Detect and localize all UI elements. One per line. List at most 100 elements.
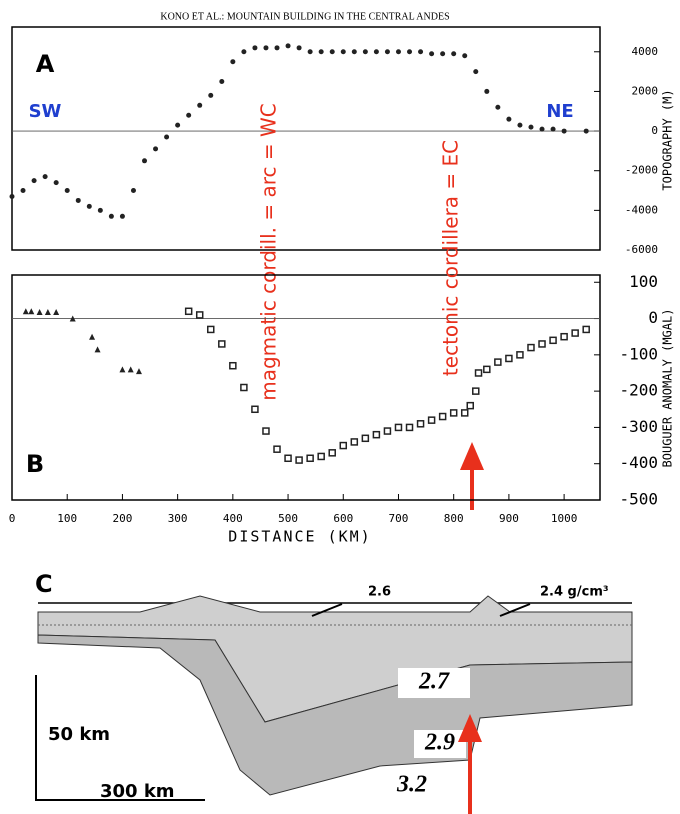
annotation: magmatic cordill. = arc = WC (257, 103, 281, 400)
y-tick-label: -100 (619, 344, 658, 363)
point (362, 49, 368, 55)
point (31, 178, 37, 184)
point (361, 434, 370, 443)
point (44, 309, 51, 316)
point (28, 308, 35, 315)
panel-label: A (36, 50, 55, 78)
point (208, 92, 214, 98)
y-tick-label: 4000 (632, 45, 659, 58)
point (474, 369, 483, 377)
x-tick-label: 800 (444, 512, 464, 525)
point (307, 49, 313, 55)
point (274, 45, 280, 51)
point (263, 45, 269, 51)
density-label: 3.2 (396, 772, 427, 798)
label-box (398, 668, 470, 698)
y-tick-label: -500 (619, 490, 658, 509)
point (219, 79, 225, 85)
point (86, 203, 92, 209)
point (328, 449, 336, 457)
point (340, 49, 346, 55)
point (384, 49, 390, 55)
point (494, 358, 502, 366)
scale-bar (35, 675, 55, 801)
x-tick-label: 400 (223, 512, 243, 525)
point (197, 102, 203, 108)
point (429, 51, 435, 57)
point (36, 309, 43, 316)
point (495, 104, 501, 110)
point (296, 45, 302, 51)
scale-depth: 50 km (48, 724, 110, 745)
point (438, 412, 447, 421)
point (22, 308, 29, 315)
x-tick-label: 600 (333, 512, 353, 525)
point (89, 333, 96, 340)
plot-frame (11, 274, 601, 501)
density-label: 2.6 (368, 585, 391, 600)
y-tick-label: 100 (629, 272, 658, 291)
point (484, 88, 490, 94)
point (273, 445, 281, 453)
point (561, 128, 567, 134)
point (440, 51, 446, 57)
annotation: NE (546, 101, 573, 122)
point (53, 309, 60, 316)
point (472, 387, 480, 395)
point (462, 53, 468, 59)
point (549, 336, 557, 345)
point (284, 454, 292, 463)
point (69, 315, 76, 322)
label-box (414, 730, 466, 758)
y-tick-label: -300 (619, 417, 658, 436)
y-tick-label: -400 (619, 453, 658, 472)
point (252, 45, 258, 51)
point (473, 69, 479, 75)
point (449, 409, 458, 417)
point (582, 325, 590, 334)
point (505, 354, 513, 363)
point (416, 420, 425, 428)
point (394, 423, 403, 432)
y-axis-label: BOUGUER ANOMALY (MGAL) (661, 309, 675, 468)
point (528, 124, 534, 130)
point (329, 49, 335, 55)
point (240, 383, 248, 392)
point (262, 427, 270, 435)
density-label: 2.7 (418, 669, 450, 695)
point (108, 213, 114, 219)
x-tick-label: 700 (389, 512, 409, 525)
point (466, 401, 475, 410)
point (318, 49, 324, 55)
point (583, 128, 589, 134)
scale-width: 300 km (100, 781, 175, 802)
point (119, 213, 125, 219)
annotation: tectonic cordillera = EC (439, 140, 463, 376)
point (372, 430, 381, 439)
point (195, 311, 204, 319)
point (516, 351, 524, 359)
point (317, 452, 325, 461)
point (285, 43, 291, 49)
point (20, 188, 26, 194)
y-tick-label: -4000 (625, 203, 658, 216)
point (251, 405, 259, 414)
cross-section: C 2.6 2.4 g/cm³ 2.7 2.9 3.2 50 km 300 km (35, 570, 633, 814)
point (207, 325, 215, 334)
x-tick-label: 200 (112, 512, 132, 525)
point (571, 329, 579, 337)
x-axis-label: DISTANCE (KM) (228, 528, 371, 546)
point (186, 112, 192, 118)
point (53, 180, 59, 186)
point (97, 207, 103, 213)
point (527, 343, 535, 352)
point (418, 49, 424, 55)
point (560, 332, 568, 341)
plot-frame (11, 26, 601, 251)
y-tick-label: 0 (648, 308, 658, 327)
y-tick-label: -6000 (625, 243, 658, 256)
point (539, 126, 545, 132)
y-tick-label: 0 (651, 124, 658, 137)
x-tick-label: 300 (168, 512, 188, 525)
panel-label: C (35, 570, 53, 598)
